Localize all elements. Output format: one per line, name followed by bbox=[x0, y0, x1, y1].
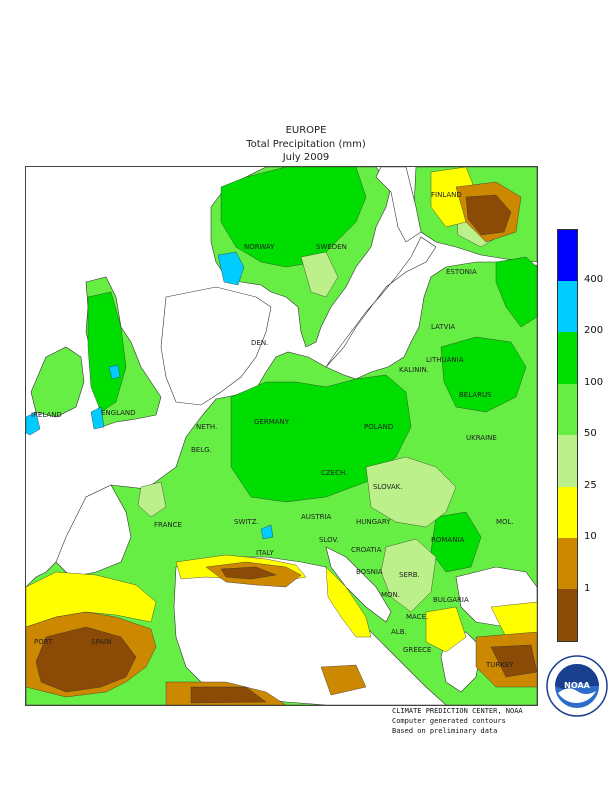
label-poland: POLAND bbox=[364, 423, 393, 431]
legend-swatch-400 bbox=[558, 230, 577, 281]
label-latvia: LATVIA bbox=[431, 323, 455, 331]
label-belarus: BELARUS bbox=[459, 391, 492, 399]
mediterranean-sea bbox=[173, 556, 447, 705]
label-romania: ROMANIA bbox=[431, 536, 465, 544]
country-labels: FINLAND NORWAY SWEDEN ESTONIA LATVIA LIT… bbox=[31, 191, 514, 669]
label-lithuania: LITHUANIA bbox=[426, 356, 464, 364]
noaa-logo: NOAA bbox=[546, 655, 608, 717]
label-ireland: IRELAND bbox=[31, 411, 62, 419]
precipitation-legend bbox=[557, 229, 578, 642]
precip-100-200 bbox=[87, 167, 537, 573]
label-england: ENGLAND bbox=[101, 409, 136, 417]
label-finland: FINLAND bbox=[431, 191, 462, 199]
legend-swatch-100 bbox=[558, 332, 577, 384]
legend-label-400: 400 bbox=[584, 274, 604, 285]
label-spain: SPAIN bbox=[91, 638, 111, 646]
label-austria: AUSTRIA bbox=[301, 513, 332, 521]
label-sweden: SWEDEN bbox=[316, 243, 347, 251]
legend-label-1: 1 bbox=[584, 583, 591, 594]
legend-label-50: 50 bbox=[584, 428, 597, 439]
noaa-emblem-icon: NOAA bbox=[546, 655, 608, 717]
label-bulgaria: BULGARIA bbox=[433, 596, 469, 604]
label-greece: GREECE bbox=[403, 646, 431, 654]
gulf-of-bothnia bbox=[375, 167, 422, 243]
baltic-sea bbox=[325, 236, 437, 368]
bay-of-biscay bbox=[55, 484, 132, 578]
label-serb: SERB. bbox=[399, 571, 420, 579]
label-mon: MON. bbox=[381, 591, 400, 599]
label-italy: ITALY bbox=[256, 549, 275, 557]
label-ukraine: UKRAINE bbox=[466, 434, 497, 442]
legend-swatch-1 bbox=[558, 538, 577, 589]
legend-swatch-50 bbox=[558, 384, 577, 435]
label-slov: SLOV. bbox=[319, 536, 339, 544]
label-slovak: SLOVAK. bbox=[373, 483, 402, 491]
label-switz: SWITZ. bbox=[234, 518, 259, 526]
legend-swatch-0 bbox=[558, 589, 577, 641]
north-sea bbox=[160, 286, 272, 406]
legend-swatch-25 bbox=[558, 435, 577, 487]
label-france: FRANCE bbox=[154, 521, 182, 529]
label-czech: CZECH. bbox=[321, 469, 347, 477]
label-den: DEN. bbox=[251, 339, 268, 347]
legend-swatch-200 bbox=[558, 281, 577, 332]
legend-label-100: 100 bbox=[584, 377, 604, 388]
label-turkey: TURKEY bbox=[485, 661, 514, 669]
precipitation-map: FINLAND NORWAY SWEDEN ESTONIA LATVIA LIT… bbox=[25, 166, 538, 706]
adriatic-sea bbox=[325, 546, 392, 623]
legend-label-10: 10 bbox=[584, 531, 597, 542]
noaa-logo-text: NOAA bbox=[564, 681, 590, 690]
label-neth: NETH. bbox=[196, 423, 217, 431]
credit-line-2: Computer generated contours bbox=[392, 717, 506, 725]
label-alb: ALB. bbox=[391, 628, 407, 636]
legend-swatch-10 bbox=[558, 487, 577, 538]
credit-line-1: CLIMATE PREDICTION CENTER, NOAA bbox=[392, 707, 523, 715]
label-mol: MOL. bbox=[496, 518, 514, 526]
label-germany: GERMANY bbox=[254, 418, 290, 426]
ireland-landmass bbox=[30, 346, 85, 418]
precip-200-400 bbox=[26, 251, 274, 540]
precip-10-25 bbox=[26, 167, 537, 653]
label-estonia: ESTONIA bbox=[446, 268, 477, 276]
label-kalinin: KALININ. bbox=[399, 366, 429, 374]
map-period-title: July 2009 bbox=[282, 152, 330, 163]
map-canvas: FINLAND NORWAY SWEDEN ESTONIA LATVIA LIT… bbox=[26, 167, 537, 705]
legend-label-25: 25 bbox=[584, 480, 597, 491]
label-norway: NORWAY bbox=[244, 243, 275, 251]
label-mace: MACE. bbox=[406, 613, 428, 621]
credit-line-3: Based on preliminary data bbox=[392, 727, 498, 735]
label-bosnia: BOSNIA bbox=[356, 568, 383, 576]
label-hungary: HUNGARY bbox=[356, 518, 391, 526]
label-port: PORT bbox=[34, 638, 53, 646]
legend-label-200: 200 bbox=[584, 325, 604, 336]
map-variable-title: Total Precipitation (mm) bbox=[246, 139, 366, 150]
map-region-title: EUROPE bbox=[285, 125, 327, 136]
label-belg: BELG. bbox=[191, 446, 212, 454]
precip-under-1 bbox=[35, 194, 537, 704]
label-croatia: CROATIA bbox=[351, 546, 382, 554]
